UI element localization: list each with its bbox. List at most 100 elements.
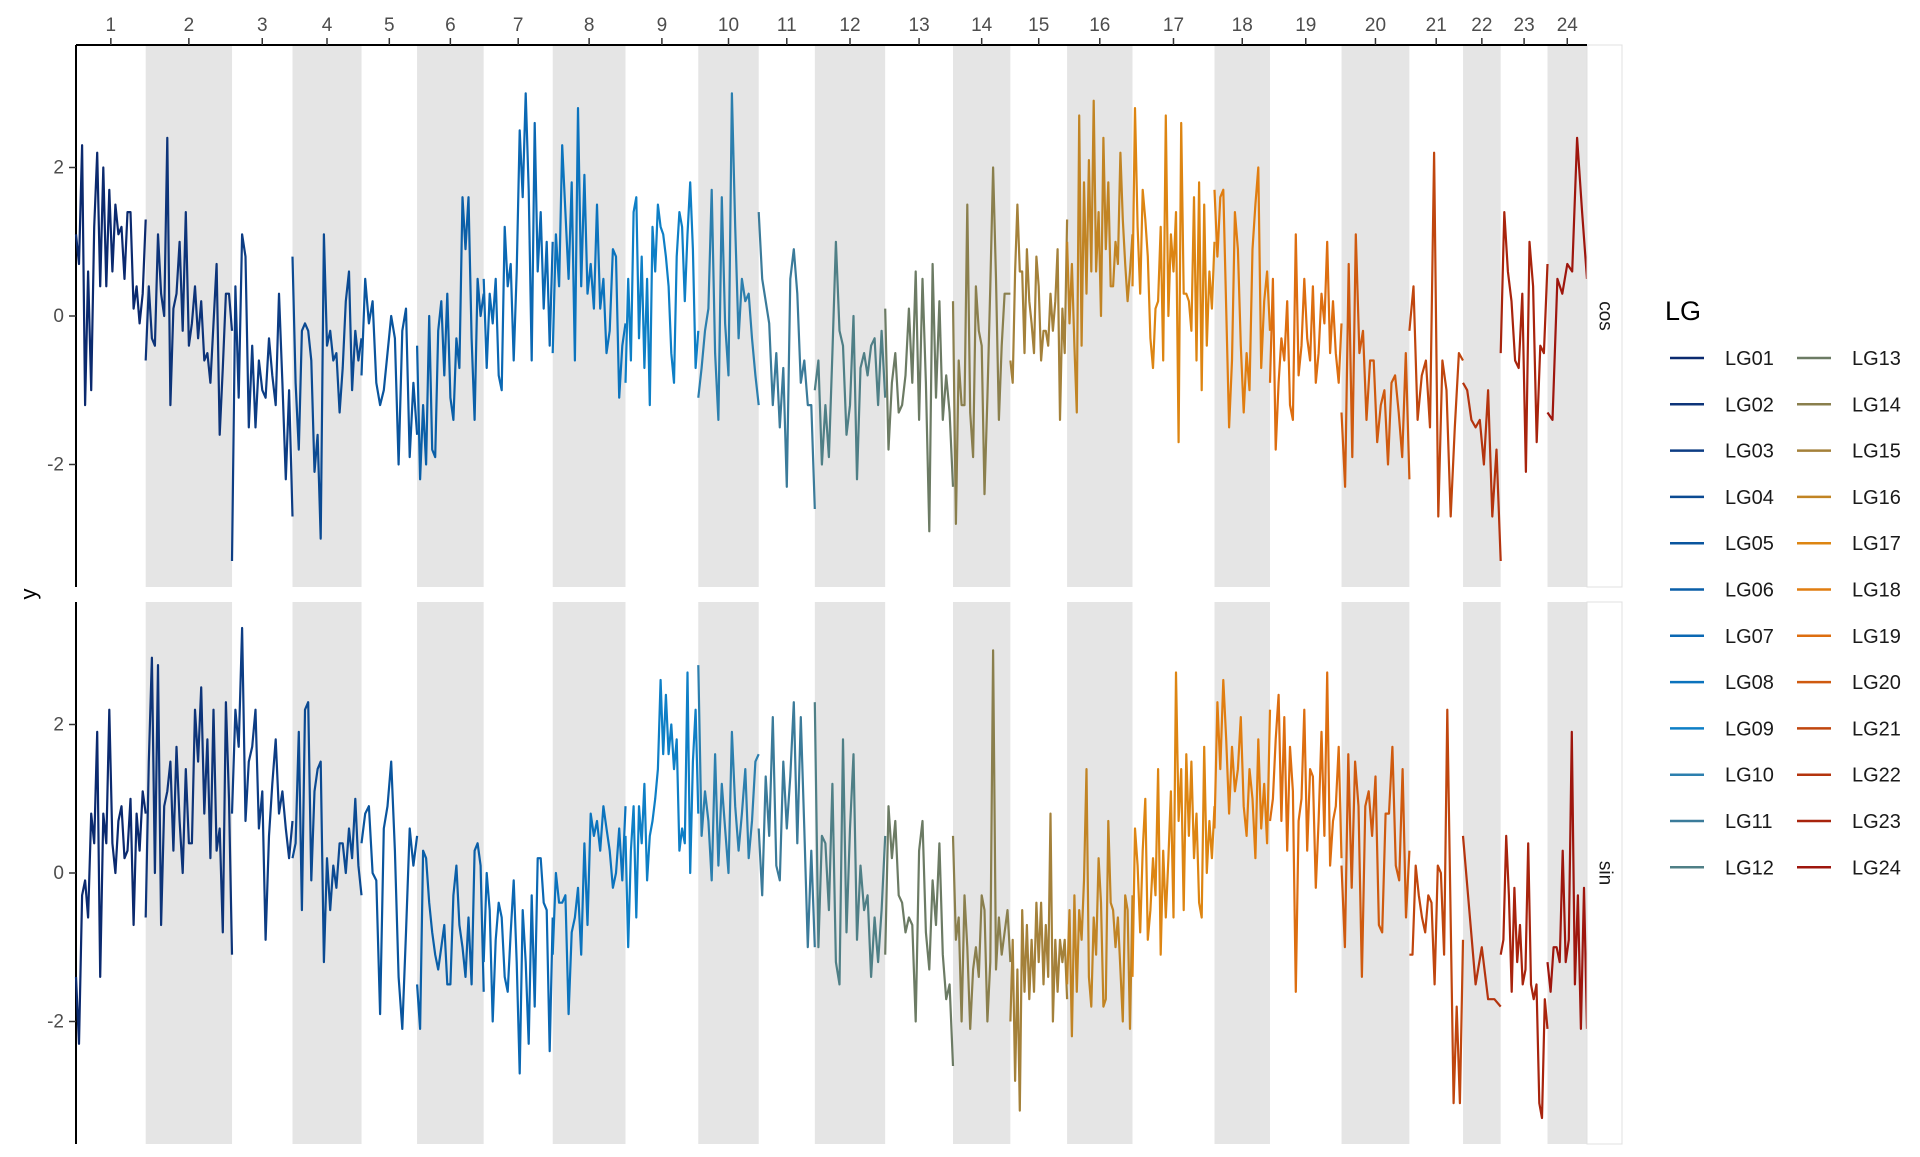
series-line-LG09 bbox=[624, 671, 700, 949]
legend-label-LG14: LG14 bbox=[1852, 394, 1901, 416]
legend-label-LG03: LG03 bbox=[1725, 441, 1774, 463]
series-line-LG19 bbox=[1268, 233, 1343, 451]
y-tick-label: 2 bbox=[53, 158, 64, 179]
band-LG22 bbox=[1463, 602, 1501, 1144]
x-tick-label: 16 bbox=[1089, 15, 1110, 36]
series-line-LG13 bbox=[884, 805, 955, 1067]
legend-label-LG21: LG21 bbox=[1852, 718, 1901, 740]
x-tick-label: 3 bbox=[257, 15, 268, 36]
x-tick-label: 8 bbox=[584, 15, 595, 36]
facet-strip bbox=[1586, 44, 1623, 588]
band-LG06 bbox=[417, 45, 484, 587]
x-tick-label: 2 bbox=[184, 15, 195, 36]
y-tick-label: -2 bbox=[47, 454, 64, 475]
x-tick-label: 4 bbox=[322, 15, 333, 36]
y-tick-label: -2 bbox=[47, 1011, 64, 1032]
series-line-LG06 bbox=[416, 842, 485, 1031]
x-tick-label: 19 bbox=[1295, 15, 1316, 36]
band-LG22 bbox=[1463, 45, 1501, 587]
facet-strip-label: cos bbox=[1594, 301, 1615, 331]
series-line-LG05 bbox=[360, 277, 419, 466]
y-axis-title: y bbox=[16, 589, 41, 600]
series-line-LG24 bbox=[1546, 136, 1589, 421]
legend-label-LG04: LG04 bbox=[1725, 487, 1774, 509]
band-LG12 bbox=[814, 602, 886, 1144]
x-tick-label: 23 bbox=[1514, 15, 1535, 36]
series-line-LG24 bbox=[1546, 730, 1589, 1031]
band-LG14 bbox=[952, 45, 1011, 587]
legend-label-LG08: LG08 bbox=[1725, 672, 1774, 694]
x-tick-label: 13 bbox=[909, 15, 930, 36]
series-line-LG16 bbox=[1066, 767, 1134, 1038]
legend: LG LG01 LG02 LG03 LG04 LG05 LG06 LG07 LG08 LG09 LG… bbox=[1665, 296, 1901, 879]
band-LG20 bbox=[1341, 45, 1410, 587]
series-line-LG22 bbox=[1461, 835, 1502, 1008]
series-line-LG03 bbox=[230, 626, 294, 941]
x-tick-label: 12 bbox=[839, 15, 860, 36]
legend-label-LG24: LG24 bbox=[1852, 857, 1901, 879]
series-line-LG15 bbox=[1009, 812, 1069, 1112]
band-LG18 bbox=[1214, 45, 1270, 587]
x-tick-label: 7 bbox=[513, 15, 524, 36]
series-line-LG11 bbox=[757, 212, 816, 510]
series-line-LG01 bbox=[74, 708, 147, 1045]
x-tick-label: 20 bbox=[1365, 15, 1386, 36]
x-tick-label: 18 bbox=[1232, 15, 1253, 36]
panel-cos: -2 0 2 cos bbox=[47, 44, 1623, 588]
legend-label-LG18: LG18 bbox=[1852, 580, 1901, 602]
facet-strip bbox=[1586, 601, 1623, 1145]
x-tick-label: 5 bbox=[384, 15, 395, 36]
series-line-LG23 bbox=[1499, 211, 1549, 473]
x-tick-label: 17 bbox=[1163, 15, 1184, 36]
x-tick-label: 6 bbox=[445, 15, 456, 36]
panel-sin: -2 0 2 sin bbox=[47, 601, 1623, 1145]
series-line-LG15 bbox=[1009, 203, 1069, 421]
series-line-LG09 bbox=[624, 181, 700, 407]
legend-label-LG20: LG20 bbox=[1852, 672, 1901, 694]
series-line-LG20 bbox=[1340, 233, 1411, 488]
legend-label-LG07: LG07 bbox=[1725, 626, 1774, 648]
legend-label-LG17: LG17 bbox=[1852, 533, 1901, 555]
x-tick-label: 21 bbox=[1426, 15, 1447, 36]
band-LG24 bbox=[1547, 45, 1587, 587]
legend-label-LG01: LG01 bbox=[1725, 348, 1774, 370]
legend-label-LG02: LG02 bbox=[1725, 394, 1774, 416]
y-tick-label: 2 bbox=[53, 715, 64, 736]
series-line-LG19 bbox=[1268, 671, 1343, 993]
series-line-LG23 bbox=[1499, 834, 1549, 1120]
band-LG12 bbox=[814, 45, 886, 587]
series-line-LG17 bbox=[1131, 106, 1216, 444]
series-line-LG01 bbox=[74, 144, 147, 407]
series-line-LG22 bbox=[1462, 382, 1502, 562]
series-line-LG04 bbox=[291, 701, 363, 964]
series-line-LG11 bbox=[757, 701, 816, 949]
y-tick-label: 0 bbox=[53, 306, 64, 327]
series-line-LG08 bbox=[551, 106, 627, 399]
legend-label-LG22: LG22 bbox=[1852, 765, 1901, 787]
facet-strip-label: sin bbox=[1594, 861, 1615, 885]
series-line-LG02 bbox=[144, 656, 234, 955]
series-line-LG10 bbox=[697, 665, 760, 882]
band-LG08 bbox=[552, 45, 626, 587]
legend-label-LG12: LG12 bbox=[1725, 857, 1774, 879]
legend-label-LG09: LG09 bbox=[1725, 718, 1774, 740]
series-line-LG17 bbox=[1131, 671, 1216, 977]
x-tick-label: 22 bbox=[1471, 15, 1492, 36]
series-line-LG14 bbox=[951, 166, 1011, 526]
series-line-LG21 bbox=[1408, 151, 1464, 518]
series-line-LG05 bbox=[360, 760, 419, 1031]
x-tick-label: 14 bbox=[971, 15, 993, 36]
legend-label-LG13: LG13 bbox=[1852, 348, 1901, 370]
legend-label-LG06: LG06 bbox=[1725, 580, 1774, 602]
series-line-LG20 bbox=[1340, 745, 1411, 979]
legend-label-LG19: LG19 bbox=[1852, 626, 1901, 648]
series-line-LG08 bbox=[551, 805, 627, 1016]
legend-label-LG23: LG23 bbox=[1852, 811, 1901, 833]
series-line-LG13 bbox=[884, 262, 955, 533]
band-LG24 bbox=[1547, 602, 1587, 1144]
x-tick-label: 11 bbox=[777, 15, 797, 36]
y-tick-label: 0 bbox=[53, 863, 64, 884]
series-line-LG21 bbox=[1409, 708, 1465, 1105]
x-tick-label: 24 bbox=[1557, 15, 1579, 36]
